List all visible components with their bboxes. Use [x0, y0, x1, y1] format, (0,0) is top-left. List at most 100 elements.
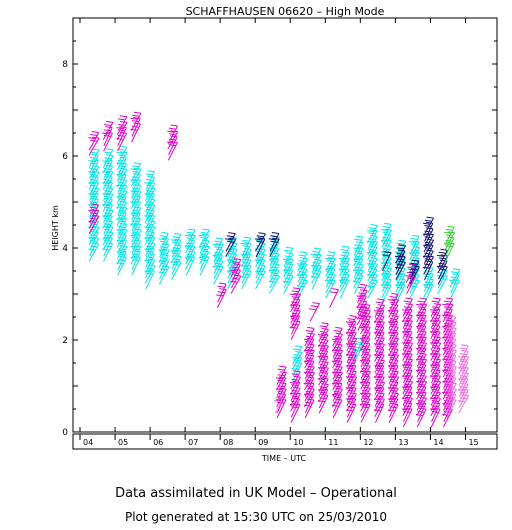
wind-barb: [387, 303, 399, 324]
wind-barb: [417, 324, 427, 345]
wind-barb: [198, 228, 210, 248]
wind-barb: [430, 297, 441, 317]
wind-barb: [303, 343, 315, 363]
wind-barb: [437, 265, 448, 285]
wind-barb: [401, 314, 413, 334]
wind-barb: [241, 253, 252, 273]
wind-barb: [430, 314, 441, 334]
wind-barb: [352, 241, 364, 261]
wind-barb: [445, 321, 457, 341]
wind-barb: [373, 370, 385, 390]
wind-barb: [282, 274, 294, 294]
wind-barb: [429, 347, 441, 367]
wind-barb: [230, 263, 241, 284]
wind-barb: [304, 337, 315, 358]
wind-barb: [212, 237, 224, 258]
wind-barb: [317, 393, 329, 414]
wind-barb: [309, 302, 320, 322]
wind-barb: [89, 192, 99, 213]
wind-barb: [227, 258, 238, 279]
wind-barb: [317, 371, 329, 392]
wind-barb: [102, 197, 113, 218]
wind-barb: [416, 297, 427, 317]
wind-barb: [416, 347, 427, 367]
wind-barb: [352, 274, 364, 295]
wind-barb: [445, 398, 457, 419]
wind-barb: [353, 235, 364, 256]
wind-barb: [409, 279, 420, 299]
wind-barb: [131, 233, 141, 254]
x-tick-label: 11: [328, 438, 338, 447]
wind-barb: [359, 309, 371, 329]
wind-barb: [402, 336, 413, 356]
wind-barb: [282, 252, 294, 272]
wind-barb: [359, 386, 371, 407]
wind-barb: [216, 288, 227, 308]
wind-barb: [374, 298, 385, 318]
wind-barb: [117, 250, 127, 271]
wind-barb: [430, 336, 441, 356]
wind-barb: [88, 231, 99, 251]
wind-barb: [416, 374, 427, 395]
wind-barb: [360, 336, 371, 357]
wind-barb: [268, 232, 280, 252]
wind-barb: [311, 253, 322, 273]
wind-barb: [356, 311, 367, 331]
wind-barb: [405, 268, 416, 289]
wind-barb: [292, 345, 303, 365]
wind-barb: [359, 375, 371, 396]
x-tick-label: 08: [223, 438, 233, 447]
wind-barb: [184, 250, 196, 270]
wind-barb: [415, 330, 427, 351]
wind-barb: [102, 148, 114, 168]
wind-barb: [269, 257, 280, 278]
wind-barb: [303, 398, 315, 419]
wind-barb: [184, 239, 196, 260]
wind-barb: [225, 237, 236, 257]
time-axis-strip: [72, 433, 498, 450]
wind-barb: [317, 338, 329, 359]
wind-barb: [416, 396, 427, 417]
wind-barb: [290, 314, 301, 335]
wind-barb: [131, 211, 141, 232]
wind-barb: [276, 376, 287, 397]
wind-barb: [359, 342, 371, 363]
wind-barb: [457, 382, 469, 403]
wind-barb: [445, 343, 457, 363]
wind-barb: [240, 258, 252, 279]
wind-barb: [116, 145, 128, 166]
y-tick-label: 4: [62, 244, 68, 254]
wind-barb: [373, 403, 385, 423]
wind-barb: [329, 288, 339, 308]
wind-barb: [170, 255, 182, 275]
wind-barb: [423, 216, 434, 236]
wind-barb: [304, 392, 315, 413]
wind-barb: [387, 325, 399, 346]
wind-barb: [353, 257, 364, 278]
wind-barb: [116, 167, 128, 188]
wind-barb: [449, 273, 460, 294]
x-tick-label: 13: [398, 438, 408, 447]
wind-barb: [430, 385, 441, 406]
wind-barb: [346, 320, 357, 341]
wind-barb: [431, 363, 441, 384]
wind-barb: [167, 124, 179, 144]
x-tick-label: 06: [153, 438, 163, 447]
wind-barb: [445, 354, 457, 375]
wind-barb: [445, 332, 457, 353]
wind-barb: [367, 229, 378, 249]
wind-barb: [367, 279, 378, 299]
wind-barb: [422, 249, 434, 270]
wind-barb: [442, 297, 454, 317]
wind-barb: [290, 381, 301, 401]
wind-barb: [388, 342, 399, 363]
wind-barb: [158, 265, 170, 285]
wind-barb: [310, 247, 322, 268]
wind-barb: [345, 348, 357, 368]
x-tick-label: 07: [188, 438, 198, 447]
wind-barb: [338, 273, 350, 293]
wind-barb: [318, 355, 329, 375]
wind-barb: [436, 259, 448, 280]
wind-barb: [331, 387, 343, 407]
wind-barb: [131, 255, 141, 276]
